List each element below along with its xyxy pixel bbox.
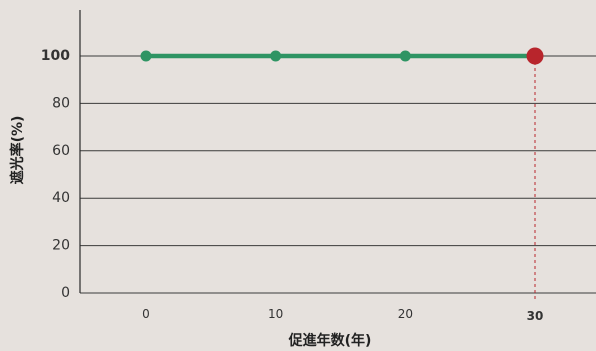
y-tick-label-0: 0	[61, 285, 70, 301]
y-tick-label-100: 100	[41, 48, 70, 64]
data-point-0	[140, 50, 152, 62]
data-point-20	[399, 50, 411, 62]
y-tick-label-80: 80	[52, 95, 70, 111]
x-tick-label-0: 0	[142, 307, 150, 321]
x-axis-title: 促進年数(年)	[288, 332, 372, 349]
data-point-30	[526, 47, 544, 65]
x-tick-labels: 0 10 20 30	[142, 307, 543, 323]
y-tick-label-20: 20	[52, 238, 70, 254]
x-tick-label-30: 30	[527, 309, 544, 323]
data-point-10	[270, 50, 282, 62]
y-tick-label-60: 60	[52, 143, 70, 159]
series-points	[140, 47, 544, 65]
y-tick-label-40: 40	[52, 190, 70, 206]
x-tick-label-20: 20	[398, 307, 413, 321]
grid-lines	[80, 55, 596, 294]
y-axis-title: 遮光率(%)	[9, 116, 26, 185]
y-tick-labels: 0 20 40 60 80 100	[41, 48, 70, 301]
x-tick-label-10: 10	[268, 307, 283, 321]
